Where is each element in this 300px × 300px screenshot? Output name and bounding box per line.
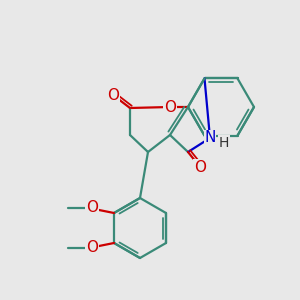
Text: H: H [219,136,229,150]
Text: O: O [164,100,176,115]
Text: N: N [204,130,216,146]
Text: O: O [86,241,98,256]
Text: O: O [86,200,98,215]
Text: O: O [194,160,206,175]
Text: O: O [107,88,119,103]
